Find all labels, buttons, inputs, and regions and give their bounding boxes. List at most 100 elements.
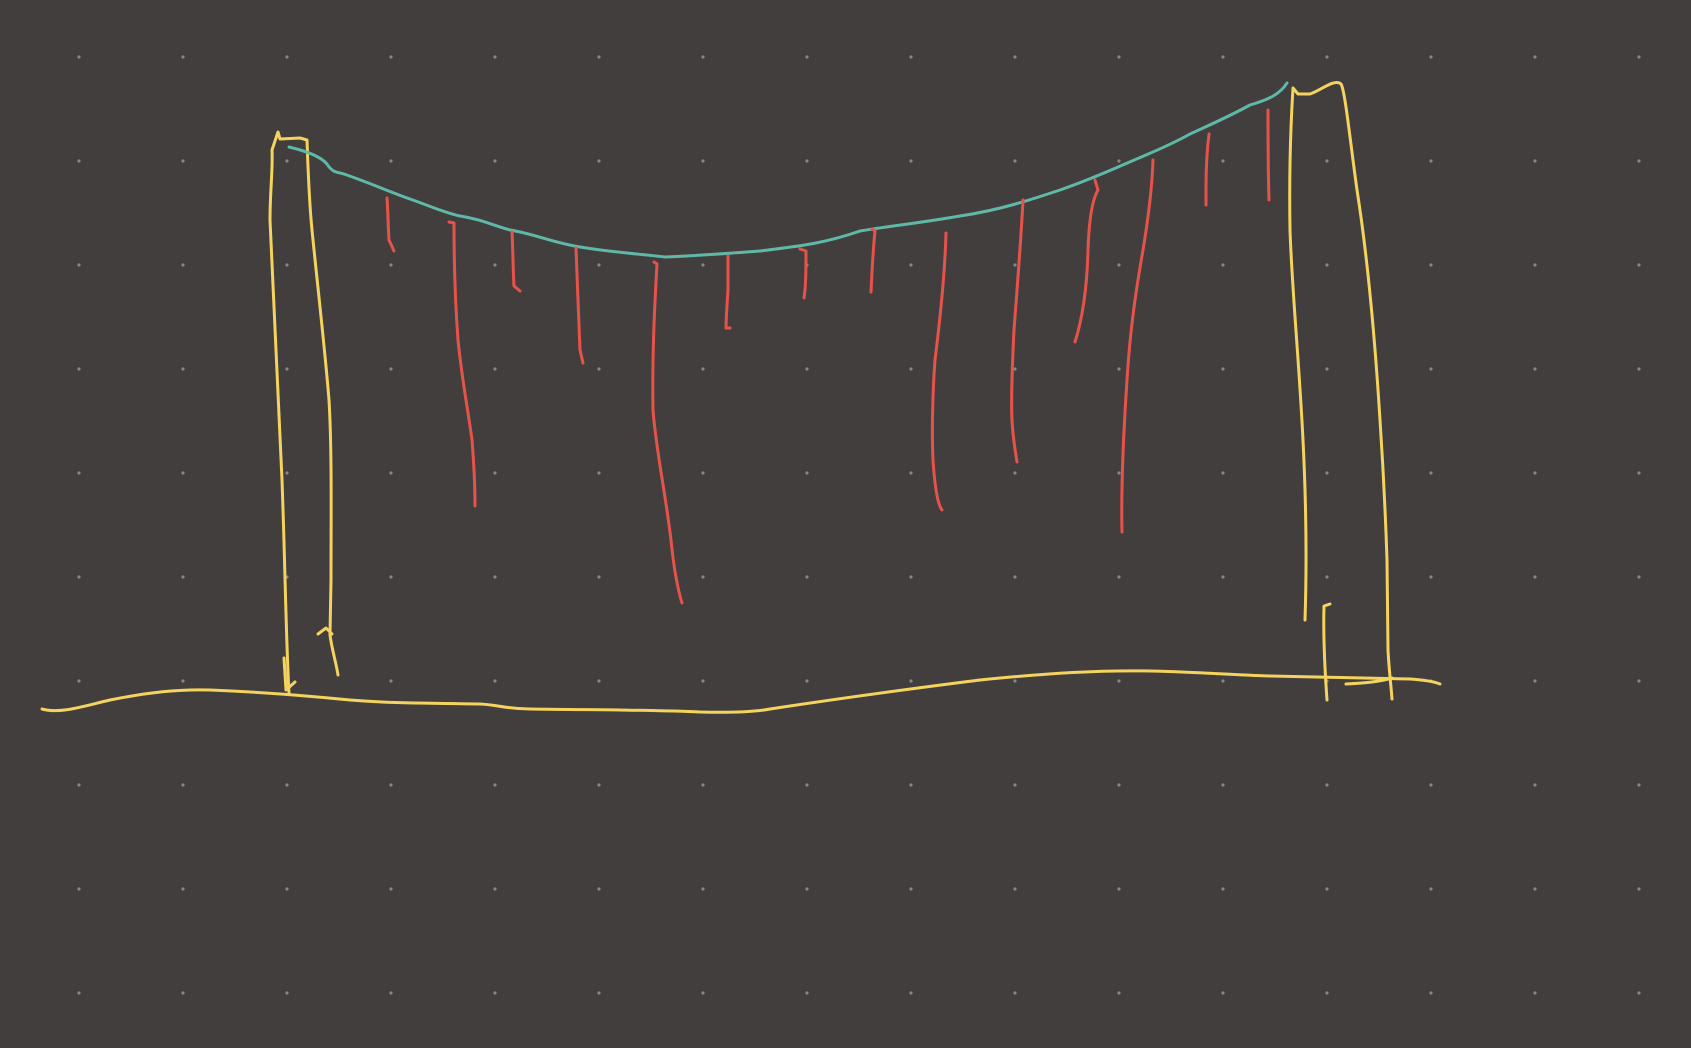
grid-dot: [701, 575, 705, 579]
grid-dot: [389, 887, 393, 891]
grid-dot: [701, 367, 705, 371]
grid-dot: [77, 367, 81, 371]
grid-dot: [181, 55, 185, 59]
grid-dot: [1533, 991, 1537, 995]
grid-dot: [909, 991, 913, 995]
grid-dot: [1325, 991, 1329, 995]
grid-dot: [285, 159, 289, 163]
suspender-cable-10: [1010, 198, 1025, 464]
grid-dot: [1637, 991, 1641, 995]
grid-dot: [1325, 367, 1329, 371]
grid-dot: [493, 55, 497, 59]
grid-dot: [1325, 887, 1329, 891]
grid-dot: [1533, 263, 1537, 267]
grid-dot: [1533, 575, 1537, 579]
grid-dot: [1533, 159, 1537, 163]
grid-dot: [1117, 159, 1121, 163]
grid-dot: [909, 679, 913, 683]
left-tower-notch: [316, 626, 334, 636]
grid-dot: [597, 263, 601, 267]
grid-dot: [1637, 55, 1641, 59]
grid-dot: [1637, 263, 1641, 267]
grid-dot: [285, 887, 289, 891]
grid-dot: [389, 679, 393, 683]
grid-dot: [493, 679, 497, 683]
grid-dot: [1533, 783, 1537, 787]
suspender-cables: [385, 108, 1271, 605]
suspender-cable-7: [798, 247, 808, 300]
grid-dot: [1221, 263, 1225, 267]
grid-dot: [1013, 783, 1017, 787]
main-cable: [287, 81, 1289, 259]
grid-dot: [77, 679, 81, 683]
grid-dot: [1429, 367, 1433, 371]
grid-dot: [805, 55, 809, 59]
grid-dot: [1221, 783, 1225, 787]
grid-dot: [1533, 55, 1537, 59]
grid-dot: [1117, 679, 1121, 683]
grid-dot: [1429, 263, 1433, 267]
grid-dot: [1429, 471, 1433, 475]
grid-dot: [1221, 55, 1225, 59]
grid-dot: [1117, 991, 1121, 995]
grid-dot: [493, 575, 497, 579]
grid-dot: [805, 783, 809, 787]
grid-dot: [1117, 263, 1121, 267]
grid-dot: [181, 991, 185, 995]
grid-dot: [1117, 55, 1121, 59]
grid-dot: [1221, 575, 1225, 579]
grid-dot: [1013, 991, 1017, 995]
grid-dot: [389, 575, 393, 579]
grid-dot: [1117, 367, 1121, 371]
suspender-cable-1: [385, 196, 396, 253]
grid-dot: [1325, 783, 1329, 787]
suspender-cable-6: [724, 254, 732, 330]
grid-dot: [493, 783, 497, 787]
suspender-cable-8: [869, 227, 877, 294]
grid-dot: [1637, 367, 1641, 371]
suspender-cable-12: [1120, 158, 1155, 534]
grid-dot: [77, 263, 81, 267]
grid-dot: [1013, 367, 1017, 371]
grid-dot: [1221, 991, 1225, 995]
grid-dot: [701, 783, 705, 787]
grid-dot: [77, 159, 81, 163]
grid-dot: [1013, 575, 1017, 579]
grid-dot: [285, 471, 289, 475]
grid-dot: [597, 887, 601, 891]
suspender-cable-5: [651, 260, 684, 605]
grid-dot: [701, 55, 705, 59]
grid-dot: [805, 471, 809, 475]
grid-dot: [77, 887, 81, 891]
suspender-cable-14: [1266, 108, 1271, 202]
grid-dot: [909, 55, 913, 59]
grid-dot: [1325, 575, 1329, 579]
grid-dot: [1221, 679, 1225, 683]
grid-dot: [701, 991, 705, 995]
grid-dot: [285, 55, 289, 59]
grid-dot: [493, 991, 497, 995]
bridge-sketch: [40, 81, 1442, 714]
grid-dot: [181, 887, 185, 891]
grid-dot: [805, 887, 809, 891]
grid-dot: [909, 783, 913, 787]
grid-dot: [285, 991, 289, 995]
grid-dot: [1637, 679, 1641, 683]
grid-dot: [181, 367, 185, 371]
grid-dot: [1117, 575, 1121, 579]
grid-dot: [805, 991, 809, 995]
left-tower-foot: [282, 656, 297, 692]
grid-dot: [77, 991, 81, 995]
grid-dot: [805, 367, 809, 371]
grid-dot: [1221, 367, 1225, 371]
grid-dot: [1429, 575, 1433, 579]
grid-dot: [597, 471, 601, 475]
grid-dot: [701, 471, 705, 475]
suspender-cable-4: [574, 246, 585, 365]
grid-dot: [1325, 471, 1329, 475]
grid-dot: [1325, 55, 1329, 59]
grid-dot: [389, 471, 393, 475]
grid-dot: [1637, 783, 1641, 787]
grid-dot: [285, 783, 289, 787]
